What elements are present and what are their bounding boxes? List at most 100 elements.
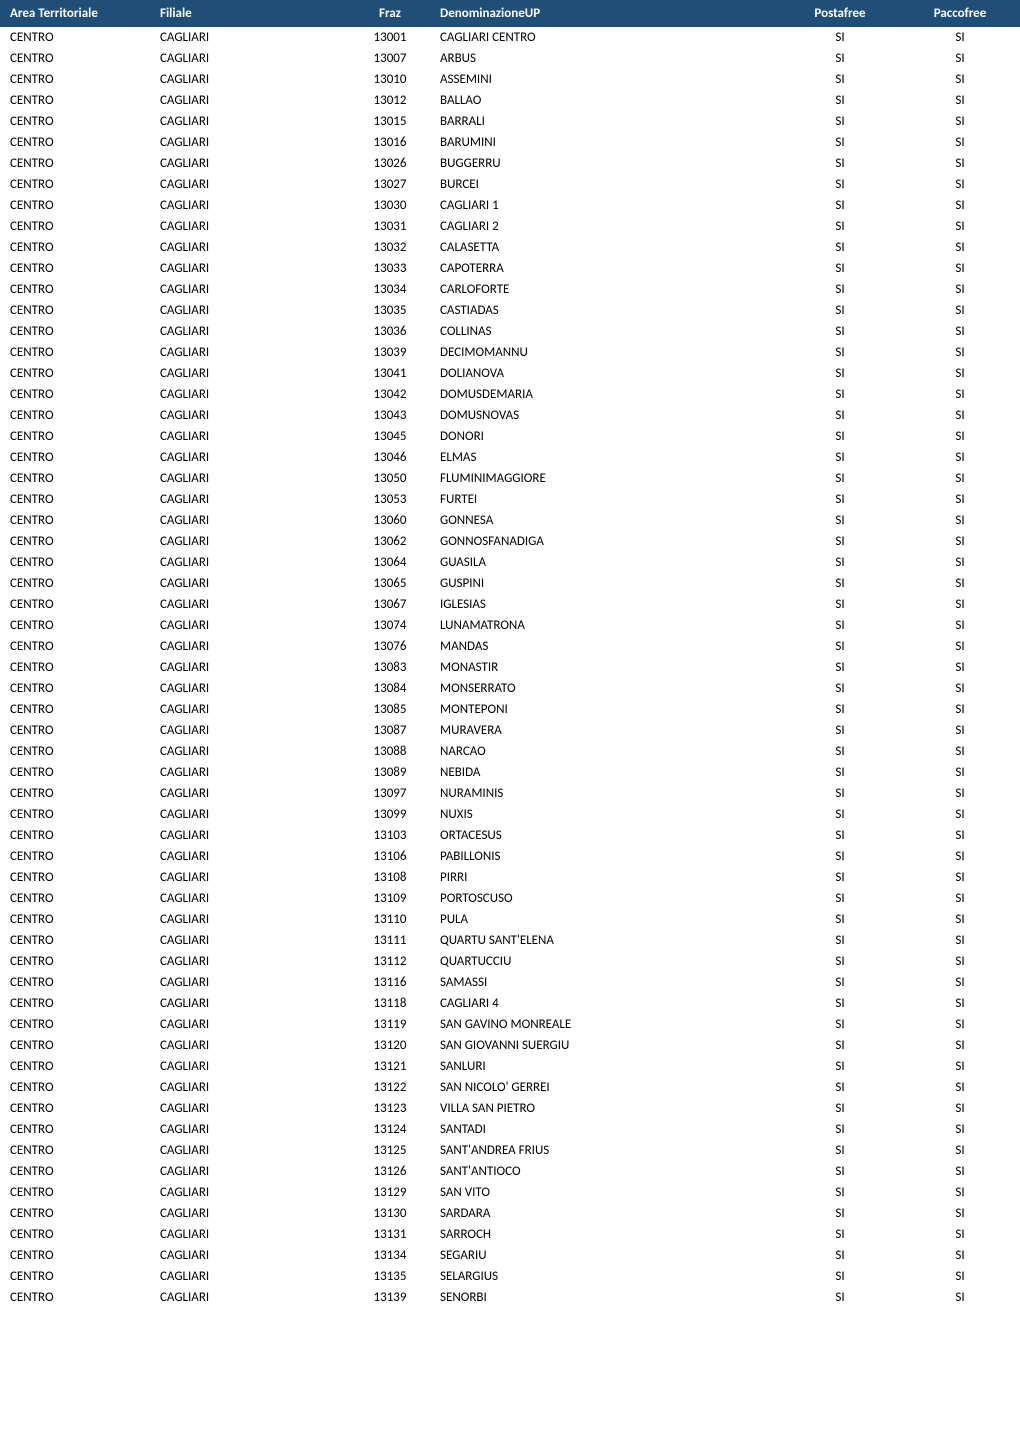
- table-row: CENTROCAGLIARI13033CAPOTERRASISI: [0, 258, 1020, 279]
- cell-filiale: CAGLIARI: [150, 300, 350, 321]
- cell-fraz: 13108: [350, 867, 430, 888]
- cell-postafree: SI: [780, 174, 900, 195]
- cell-paccofree: SI: [900, 636, 1020, 657]
- cell-filiale: CAGLIARI: [150, 615, 350, 636]
- cell-denom: GONNOSFANADIGA: [430, 531, 780, 552]
- cell-paccofree: SI: [900, 279, 1020, 300]
- cell-postafree: SI: [780, 1161, 900, 1182]
- cell-filiale: CAGLIARI: [150, 111, 350, 132]
- cell-fraz: 13033: [350, 258, 430, 279]
- cell-fraz: 13116: [350, 972, 430, 993]
- cell-fraz: 13042: [350, 384, 430, 405]
- cell-denom: PIRRI: [430, 867, 780, 888]
- table-row: CENTROCAGLIARI13016BARUMINISISI: [0, 132, 1020, 153]
- cell-denom: VILLA SAN PIETRO: [430, 1098, 780, 1119]
- cell-postafree: SI: [780, 720, 900, 741]
- cell-area: CENTRO: [0, 468, 150, 489]
- cell-filiale: CAGLIARI: [150, 1098, 350, 1119]
- cell-denom: GUSPINI: [430, 573, 780, 594]
- cell-paccofree: SI: [900, 993, 1020, 1014]
- cell-denom: ELMAS: [430, 447, 780, 468]
- cell-denom: DOMUSNOVAS: [430, 405, 780, 426]
- cell-paccofree: SI: [900, 1266, 1020, 1287]
- cell-fraz: 13039: [350, 342, 430, 363]
- table-row: CENTROCAGLIARI13050FLUMINIMAGGIORESISI: [0, 468, 1020, 489]
- cell-postafree: SI: [780, 699, 900, 720]
- cell-area: CENTRO: [0, 636, 150, 657]
- cell-fraz: 13111: [350, 930, 430, 951]
- table-row: CENTROCAGLIARI13118CAGLIARI 4SISI: [0, 993, 1020, 1014]
- cell-denom: NEBIDA: [430, 762, 780, 783]
- table-row: CENTROCAGLIARI13126SANT'ANTIOCOSISI: [0, 1161, 1020, 1182]
- table-row: CENTROCAGLIARI13031CAGLIARI 2SISI: [0, 216, 1020, 237]
- table-row: CENTROCAGLIARI13007ARBUSSISI: [0, 48, 1020, 69]
- cell-paccofree: SI: [900, 657, 1020, 678]
- cell-fraz: 13012: [350, 90, 430, 111]
- cell-area: CENTRO: [0, 552, 150, 573]
- cell-filiale: CAGLIARI: [150, 1119, 350, 1140]
- cell-denom: CAGLIARI 2: [430, 216, 780, 237]
- table-row: CENTROCAGLIARI13120SAN GIOVANNI SUERGIUS…: [0, 1035, 1020, 1056]
- cell-paccofree: SI: [900, 804, 1020, 825]
- cell-paccofree: SI: [900, 237, 1020, 258]
- cell-paccofree: SI: [900, 678, 1020, 699]
- cell-postafree: SI: [780, 90, 900, 111]
- cell-denom: COLLINAS: [430, 321, 780, 342]
- cell-area: CENTRO: [0, 384, 150, 405]
- cell-area: CENTRO: [0, 972, 150, 993]
- cell-filiale: CAGLIARI: [150, 993, 350, 1014]
- cell-denom: MANDAS: [430, 636, 780, 657]
- cell-postafree: SI: [780, 678, 900, 699]
- cell-area: CENTRO: [0, 1035, 150, 1056]
- cell-postafree: SI: [780, 636, 900, 657]
- cell-area: CENTRO: [0, 678, 150, 699]
- cell-postafree: SI: [780, 153, 900, 174]
- cell-postafree: SI: [780, 111, 900, 132]
- cell-postafree: SI: [780, 195, 900, 216]
- cell-postafree: SI: [780, 384, 900, 405]
- cell-filiale: CAGLIARI: [150, 321, 350, 342]
- cell-postafree: SI: [780, 930, 900, 951]
- cell-denom: CASTIADAS: [430, 300, 780, 321]
- cell-postafree: SI: [780, 510, 900, 531]
- cell-denom: NURAMINIS: [430, 783, 780, 804]
- cell-denom: GUASILA: [430, 552, 780, 573]
- cell-postafree: SI: [780, 69, 900, 90]
- cell-paccofree: SI: [900, 1140, 1020, 1161]
- cell-denom: SAN NICOLO' GERREI: [430, 1077, 780, 1098]
- cell-filiale: CAGLIARI: [150, 825, 350, 846]
- cell-fraz: 13062: [350, 531, 430, 552]
- cell-filiale: CAGLIARI: [150, 678, 350, 699]
- cell-fraz: 13015: [350, 111, 430, 132]
- cell-paccofree: SI: [900, 300, 1020, 321]
- cell-area: CENTRO: [0, 762, 150, 783]
- cell-paccofree: SI: [900, 1014, 1020, 1035]
- cell-filiale: CAGLIARI: [150, 888, 350, 909]
- cell-postafree: SI: [780, 426, 900, 447]
- cell-area: CENTRO: [0, 846, 150, 867]
- cell-fraz: 13030: [350, 195, 430, 216]
- cell-fraz: 13046: [350, 447, 430, 468]
- cell-denom: CARLOFORTE: [430, 279, 780, 300]
- cell-denom: CAGLIARI CENTRO: [430, 27, 780, 48]
- cell-filiale: CAGLIARI: [150, 552, 350, 573]
- cell-postafree: SI: [780, 279, 900, 300]
- cell-fraz: 13067: [350, 594, 430, 615]
- table-row: CENTROCAGLIARI13119SAN GAVINO MONREALESI…: [0, 1014, 1020, 1035]
- cell-filiale: CAGLIARI: [150, 951, 350, 972]
- cell-filiale: CAGLIARI: [150, 699, 350, 720]
- cell-paccofree: SI: [900, 531, 1020, 552]
- cell-denom: SELARGIUS: [430, 1266, 780, 1287]
- cell-paccofree: SI: [900, 1035, 1020, 1056]
- cell-area: CENTRO: [0, 1140, 150, 1161]
- cell-fraz: 13053: [350, 489, 430, 510]
- table-row: CENTROCAGLIARI13043DOMUSNOVASSISI: [0, 405, 1020, 426]
- cell-filiale: CAGLIARI: [150, 1287, 350, 1308]
- cell-filiale: CAGLIARI: [150, 48, 350, 69]
- table-row: CENTROCAGLIARI13083MONASTIRSISI: [0, 657, 1020, 678]
- cell-fraz: 13035: [350, 300, 430, 321]
- cell-area: CENTRO: [0, 594, 150, 615]
- cell-filiale: CAGLIARI: [150, 1224, 350, 1245]
- cell-postafree: SI: [780, 741, 900, 762]
- cell-filiale: CAGLIARI: [150, 594, 350, 615]
